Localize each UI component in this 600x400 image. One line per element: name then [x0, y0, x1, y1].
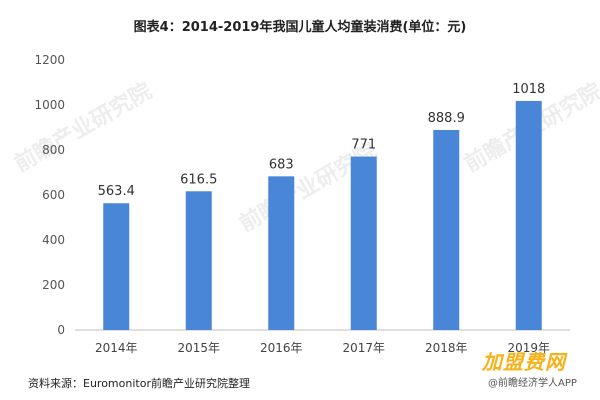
y-tick-label: 400	[42, 233, 65, 247]
y-tick-label: 1000	[34, 98, 65, 112]
chart-title: 图表4：2014-2019年我国儿童人均童装消费(单位：元)	[133, 20, 467, 35]
y-tick-label: 600	[42, 188, 65, 202]
x-tick-label: 2019年	[507, 341, 550, 355]
x-tick-label: 2018年	[425, 341, 468, 355]
data-label: 563.4	[98, 184, 135, 199]
y-tick-label: 200	[42, 278, 65, 292]
data-label: 771	[351, 138, 376, 153]
bar	[185, 191, 212, 330]
data-label: 683	[269, 157, 294, 172]
y-tick-label: 800	[42, 143, 65, 157]
bar	[515, 100, 542, 330]
x-tick-label: 2014年	[95, 341, 138, 355]
data-label: 1018	[512, 82, 545, 97]
brand-logo-text: 加盟费网	[482, 350, 566, 374]
bar	[350, 156, 377, 330]
x-tick-label: 2015年	[177, 341, 220, 355]
source-note: 资料来源：Euromonitor前瞻产业研究院整理	[28, 377, 250, 390]
y-tick-label: 1200	[34, 53, 65, 67]
x-tick-label: 2016年	[260, 341, 303, 355]
data-label: 616.5	[180, 172, 217, 187]
x-tick-label: 2017年	[342, 341, 385, 355]
bar	[268, 176, 295, 330]
bar	[433, 129, 460, 330]
bar	[103, 203, 130, 330]
y-tick-label: 0	[57, 323, 65, 337]
data-label: 888.9	[428, 111, 465, 126]
brand-subtitle: @前瞻经济学人APP	[488, 378, 577, 389]
